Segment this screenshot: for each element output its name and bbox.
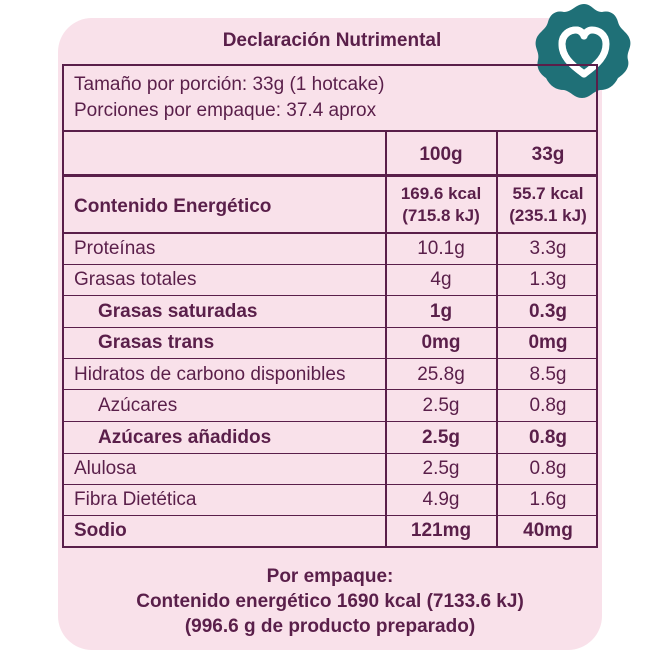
- row-value-33g: 0.3g: [528, 301, 568, 322]
- row-label-added-sugars: Azúcares añadidos: [98, 427, 272, 448]
- border-right: [596, 64, 598, 548]
- row-label-allulose: Alulosa: [74, 458, 137, 479]
- row-label-total-fat: Grasas totales: [74, 269, 197, 290]
- row-label-trans-fat: Grasas trans: [98, 332, 215, 353]
- border-top: [62, 64, 598, 66]
- energy-label: Contenido Energético: [74, 196, 272, 217]
- energy-33g-kcal: 55.7 kcal: [512, 184, 584, 203]
- row-label-sodium: Sodio: [74, 520, 127, 541]
- row-value-100g: 2.5g: [422, 458, 460, 479]
- row-divider: [62, 389, 598, 390]
- energy-100g-kcal: 169.6 kcal: [400, 184, 482, 203]
- row-value-33g: 1.3g: [529, 269, 567, 290]
- row-value-100g: 1g: [429, 301, 453, 322]
- row-divider: [62, 174, 598, 177]
- row-divider: [62, 264, 598, 265]
- footer-energy: Contenido energético 1690 kcal (7133.6 k…: [136, 591, 524, 612]
- row-value-100g: 2.5g: [422, 395, 460, 416]
- row-label-carbohydrates: Hidratos de carbono disponibles: [74, 364, 346, 385]
- row-value-100g: 10.1g: [417, 238, 465, 259]
- row-divider: [62, 484, 598, 485]
- serving-size: Tamaño por porción: 33g (1 hotcake): [74, 74, 385, 95]
- row-label-dietary-fiber: Fibra Dietética: [74, 489, 197, 510]
- row-value-33g: 0.8g: [529, 458, 567, 479]
- nutrition-card: [58, 18, 602, 650]
- column-divider: [385, 130, 387, 548]
- row-divider: [62, 358, 598, 359]
- border-left: [62, 64, 64, 548]
- border-bottom: [62, 546, 598, 548]
- row-value-33g: 1.6g: [529, 489, 567, 510]
- row-divider: [62, 327, 598, 328]
- column-header-100g: 100g: [419, 144, 463, 165]
- row-label-proteins: Proteínas: [74, 238, 156, 259]
- energy-100g-kj: (715.8 kJ): [402, 206, 480, 225]
- row-value-33g: 0.8g: [528, 427, 568, 448]
- heart-icon: [535, 4, 631, 98]
- row-value-33g: 3.3g: [529, 238, 567, 259]
- row-value-33g: 40mg: [523, 520, 573, 541]
- row-value-100g: 4g: [430, 269, 452, 290]
- servings-per-package: Porciones por empaque: 37.4 aprox: [74, 100, 377, 121]
- row-value-33g: 0.8g: [529, 395, 567, 416]
- row-value-100g: 2.5g: [421, 427, 461, 448]
- row-value-33g: 0mg: [528, 332, 568, 353]
- row-label-saturated-fat: Grasas saturadas: [98, 301, 258, 322]
- column-header-33g: 33g: [531, 144, 565, 165]
- row-value-100g: 25.8g: [417, 364, 465, 385]
- row-divider: [62, 295, 598, 296]
- row-divider: [62, 130, 598, 132]
- row-value-33g: 8.5g: [529, 364, 567, 385]
- row-value-100g: 121mg: [410, 520, 472, 541]
- column-divider: [496, 130, 498, 548]
- row-label-sugars: Azúcares: [98, 395, 178, 416]
- row-divider: [62, 421, 598, 422]
- row-divider: [62, 232, 598, 234]
- energy-33g-kj: (235.1 kJ): [509, 206, 587, 225]
- footer-per-package: Por empaque:: [266, 566, 394, 587]
- nutrition-table: Tamaño por porción: 33g (1 hotcake) Porc…: [62, 64, 598, 548]
- row-value-100g: 4.9g: [422, 489, 460, 510]
- footer-prepared: (996.6 g de producto preparado): [184, 616, 476, 637]
- row-divider: [62, 453, 598, 454]
- row-value-100g: 0mg: [421, 332, 461, 353]
- table-title: Declaración Nutrimental: [222, 30, 442, 51]
- row-divider: [62, 515, 598, 516]
